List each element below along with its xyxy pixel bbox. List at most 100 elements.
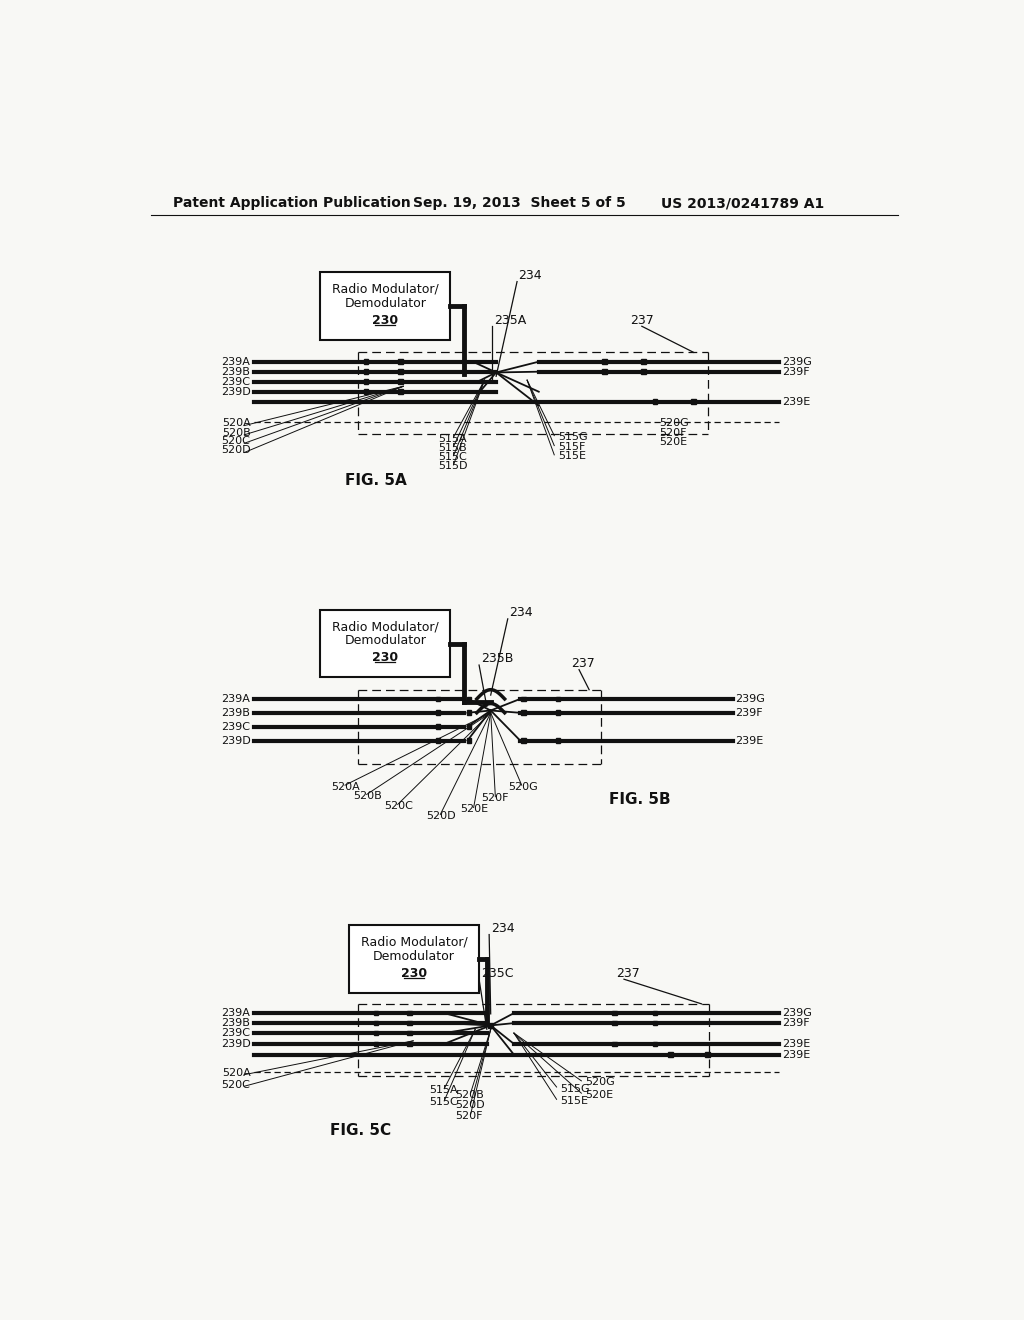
Text: 515A: 515A xyxy=(438,434,467,444)
Bar xyxy=(407,1031,412,1035)
Bar xyxy=(435,710,440,715)
Text: 520G: 520G xyxy=(508,781,538,792)
Text: 239E: 239E xyxy=(735,735,764,746)
Text: 515C: 515C xyxy=(438,453,467,462)
Text: Demodulator: Demodulator xyxy=(344,634,426,647)
Text: 520A: 520A xyxy=(222,418,251,428)
Bar xyxy=(374,1011,378,1015)
Bar xyxy=(364,389,369,395)
Text: 520D: 520D xyxy=(221,445,251,455)
Text: 515B: 515B xyxy=(438,444,467,453)
Text: 230: 230 xyxy=(401,966,427,979)
Text: 235A: 235A xyxy=(494,314,526,326)
Text: 520E: 520E xyxy=(586,1090,613,1100)
Text: Radio Modulator/: Radio Modulator/ xyxy=(360,936,467,949)
Text: 515G: 515G xyxy=(560,1084,590,1093)
Bar xyxy=(374,1031,378,1035)
Text: Patent Application Publication: Patent Application Publication xyxy=(173,197,411,210)
Text: 239D: 239D xyxy=(221,1039,251,1049)
Text: 520D: 520D xyxy=(455,1101,484,1110)
Text: 239B: 239B xyxy=(221,1018,251,1028)
Text: 520C: 520C xyxy=(221,436,251,446)
Text: 239C: 239C xyxy=(221,1028,251,1038)
Text: 515C: 515C xyxy=(429,1097,458,1107)
Bar xyxy=(556,697,560,701)
Text: 239F: 239F xyxy=(782,1018,810,1028)
Text: 520B: 520B xyxy=(222,428,251,437)
Text: 234: 234 xyxy=(490,921,514,935)
Bar xyxy=(374,1041,378,1047)
Text: 237: 237 xyxy=(630,314,654,326)
Bar xyxy=(407,1011,412,1015)
Bar xyxy=(521,738,525,743)
Bar xyxy=(349,925,479,993)
Text: 520E: 520E xyxy=(658,437,687,446)
Text: 235B: 235B xyxy=(480,652,513,665)
Text: 520F: 520F xyxy=(481,793,509,804)
Bar xyxy=(435,697,440,701)
Text: Demodulator: Demodulator xyxy=(344,297,426,310)
Bar xyxy=(364,370,369,374)
Text: 239E: 239E xyxy=(782,1049,810,1060)
Bar xyxy=(435,738,440,743)
Text: 515E: 515E xyxy=(560,1096,589,1106)
Text: Demodulator: Demodulator xyxy=(373,949,455,962)
Text: 515A: 515A xyxy=(429,1085,458,1096)
Text: 239A: 239A xyxy=(221,1008,251,1018)
Text: 239A: 239A xyxy=(221,694,251,704)
Text: 234: 234 xyxy=(509,606,532,619)
Bar xyxy=(691,400,696,404)
Bar xyxy=(521,697,525,701)
Bar xyxy=(364,359,369,364)
Text: 239G: 239G xyxy=(735,694,766,704)
Bar xyxy=(652,1020,657,1026)
Text: 520B: 520B xyxy=(455,1090,483,1100)
Bar xyxy=(467,710,471,715)
Text: FIG. 5C: FIG. 5C xyxy=(330,1123,391,1138)
Text: 520A: 520A xyxy=(331,781,359,792)
Bar xyxy=(641,370,646,374)
Text: 520D: 520D xyxy=(426,810,456,821)
Bar xyxy=(521,710,525,715)
Text: 239B: 239B xyxy=(221,367,251,376)
Text: 520A: 520A xyxy=(222,1068,251,1078)
Text: Radio Modulator/: Radio Modulator/ xyxy=(332,282,438,296)
Text: 520C: 520C xyxy=(221,1080,251,1090)
Text: 520C: 520C xyxy=(384,801,413,810)
Bar xyxy=(652,1011,657,1015)
Text: FIG. 5A: FIG. 5A xyxy=(345,473,407,488)
Bar xyxy=(407,1041,412,1047)
Text: 520F: 520F xyxy=(455,1111,482,1121)
Bar xyxy=(602,370,607,374)
Text: US 2013/0241789 A1: US 2013/0241789 A1 xyxy=(662,197,824,210)
Text: 515E: 515E xyxy=(558,451,586,462)
Bar xyxy=(407,1020,412,1026)
Text: 520G: 520G xyxy=(586,1077,615,1088)
Text: 515F: 515F xyxy=(558,442,586,453)
Bar xyxy=(641,359,646,364)
Text: 520G: 520G xyxy=(658,418,688,428)
Text: 230: 230 xyxy=(373,314,398,326)
Text: 520E: 520E xyxy=(460,804,487,814)
Bar xyxy=(612,1041,617,1047)
Text: 239C: 239C xyxy=(221,376,251,387)
Text: 239F: 239F xyxy=(782,367,810,376)
Text: 239F: 239F xyxy=(735,708,763,718)
Text: 235C: 235C xyxy=(480,966,513,979)
Bar xyxy=(612,1011,617,1015)
Bar xyxy=(467,697,471,701)
Text: 520B: 520B xyxy=(352,791,382,801)
Text: 234: 234 xyxy=(518,269,543,282)
Bar xyxy=(398,379,403,384)
Text: 239B: 239B xyxy=(221,708,251,718)
Text: 239C: 239C xyxy=(221,722,251,731)
Bar xyxy=(652,1041,657,1047)
Text: 239E: 239E xyxy=(782,397,810,407)
Bar xyxy=(556,710,560,715)
Text: 230: 230 xyxy=(373,651,398,664)
Text: 239G: 239G xyxy=(782,1008,812,1018)
Bar xyxy=(435,725,440,729)
Text: 237: 237 xyxy=(616,966,640,979)
Bar xyxy=(602,359,607,364)
Bar xyxy=(364,379,369,384)
